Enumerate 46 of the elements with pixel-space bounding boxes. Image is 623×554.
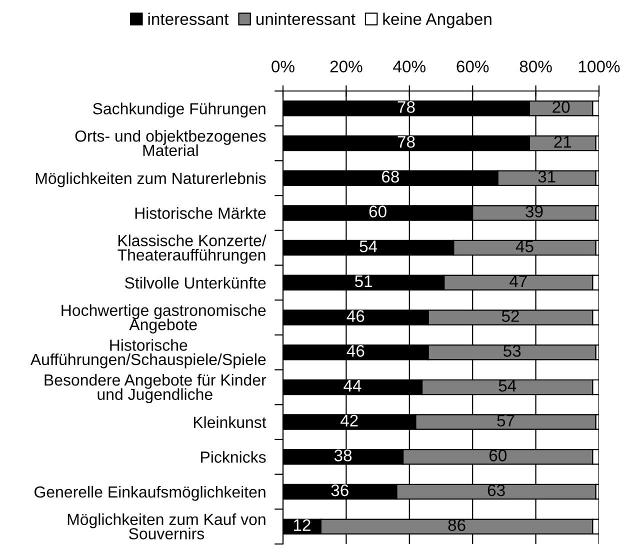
x-tick-label: 80% bbox=[520, 60, 552, 72]
y-tick-label: Historische Märkte bbox=[135, 207, 266, 219]
y-tick-label: Stilvolle Unterkünfte bbox=[125, 276, 266, 289]
x-tick-label: 0% bbox=[272, 60, 294, 72]
y-tick-label: Hochwertige gastronomische Angebote bbox=[62, 304, 266, 334]
y-tick-label: Sachkundige Führungen bbox=[93, 102, 266, 118]
data-label: 78 bbox=[398, 136, 415, 148]
data-label: 60 bbox=[489, 450, 506, 462]
data-label: 46 bbox=[346, 310, 364, 322]
data-label: 54 bbox=[360, 240, 378, 252]
data-label: 20 bbox=[552, 101, 570, 113]
y-tick-label: Klassische Konzerte/ Theateraufführungen bbox=[118, 234, 266, 264]
y-tick-label: Picknicks bbox=[201, 451, 266, 463]
data-label: 63 bbox=[488, 484, 505, 496]
x-tick-label: 40% bbox=[393, 60, 426, 72]
y-tick-label: Orts- und objektbezogenes Material bbox=[75, 130, 266, 156]
data-label: 42 bbox=[340, 414, 358, 426]
data-label: 78 bbox=[398, 101, 415, 113]
data-label: 86 bbox=[448, 519, 466, 532]
data-label: 60 bbox=[369, 206, 386, 218]
legend-label: uninteressant bbox=[256, 12, 356, 26]
y-tick-label: Kleinkunst bbox=[194, 416, 266, 428]
data-label: 31 bbox=[538, 170, 556, 183]
y-tick-label: Generelle Einkaufsmöglichkeiten bbox=[34, 486, 266, 501]
data-label: 47 bbox=[510, 276, 527, 287]
data-label: 44 bbox=[344, 380, 362, 392]
data-label: 12 bbox=[294, 519, 310, 531]
data-label: 38 bbox=[334, 450, 352, 462]
data-label: 21 bbox=[554, 136, 572, 148]
data-label: 46 bbox=[346, 345, 364, 357]
y-tick-label: Historische Aufführungen/Schauspiele/Spiele bbox=[30, 339, 266, 368]
y-tick-label: Möglichkeiten zum Kauf von Souvernirs bbox=[68, 513, 266, 540]
x-tick-label: 100% bbox=[578, 60, 620, 72]
data-label: 36 bbox=[331, 484, 348, 496]
data-label: 54 bbox=[498, 380, 516, 392]
y-tick-label: Besondere Angebote für Kinder und Jugendliche bbox=[44, 374, 266, 404]
data-label: 39 bbox=[526, 206, 543, 218]
legend-label: keine Angaben bbox=[383, 12, 492, 28]
x-tick-label: 20% bbox=[330, 60, 362, 72]
y-tick-label: Möglichkeiten zum Naturerlebnis bbox=[36, 172, 266, 188]
data-label: 68 bbox=[382, 170, 399, 183]
data-label: 57 bbox=[497, 414, 514, 427]
data-label: 51 bbox=[354, 276, 372, 288]
data-label: 52 bbox=[502, 310, 519, 322]
x-tick-label: 60% bbox=[456, 60, 489, 72]
legend-label: interessant bbox=[148, 12, 229, 26]
